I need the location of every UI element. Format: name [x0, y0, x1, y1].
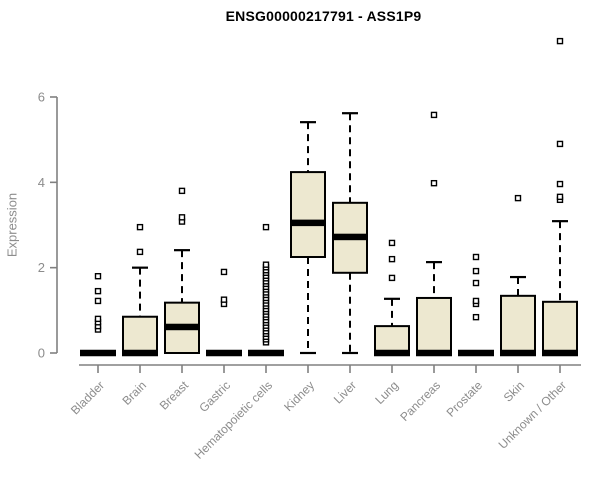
median-line	[500, 349, 536, 357]
boxplot-skin	[500, 194, 536, 357]
box	[500, 294, 536, 355]
x-tick-label: Hematopoietic cells	[192, 378, 275, 461]
outlier-point	[178, 187, 186, 195]
outlier-point	[94, 272, 102, 280]
box	[122, 315, 158, 355]
outlier-point	[262, 261, 270, 268]
outlier-point	[388, 239, 396, 247]
y-tick-label: 0	[38, 346, 45, 361]
boxplot-bladder	[80, 272, 116, 357]
outlier-point	[556, 37, 564, 45]
x-tick-label: Prostate	[444, 378, 486, 420]
boxplot-unknown-other	[542, 37, 578, 357]
chart-title: ENSG00000217791 - ASS1P9	[225, 8, 422, 24]
median-line	[164, 323, 200, 331]
outlier-point	[136, 248, 144, 256]
outlier-point	[388, 255, 396, 263]
outlier-point	[262, 223, 270, 231]
outlier-point	[94, 287, 102, 295]
outlier-point	[472, 253, 480, 261]
boxplot-brain	[122, 223, 158, 357]
boxplot-pancreas	[416, 111, 452, 357]
box	[542, 300, 578, 354]
median-line	[290, 219, 326, 227]
x-tick-label: Kidney	[281, 378, 317, 414]
x-tick-label: Liver	[331, 378, 359, 406]
median-line	[206, 349, 242, 357]
y-tick-label: 2	[38, 260, 45, 275]
boxplot-gastric	[206, 268, 242, 357]
outlier-point	[556, 193, 564, 201]
outlier-point	[178, 214, 186, 221]
median-line	[416, 349, 452, 357]
boxplot-liver	[332, 112, 368, 355]
outlier-point	[472, 267, 480, 275]
outlier-point	[220, 268, 228, 276]
boxplot-hematopoietic-cells	[248, 223, 284, 357]
x-tick-label: Breast	[157, 378, 192, 413]
boxplot-kidney	[290, 121, 326, 355]
boxplot-lung	[374, 239, 410, 357]
x-tick-label: Lung	[372, 378, 401, 407]
boxplot-prostate	[458, 253, 494, 357]
outlier-point	[136, 223, 144, 231]
y-tick-label: 4	[38, 175, 45, 190]
outlier-point	[94, 315, 102, 323]
x-tick-label: Skin	[501, 378, 527, 404]
box	[416, 296, 452, 354]
outlier-point	[94, 297, 102, 305]
outlier-point	[472, 313, 480, 321]
y-tick-label: 6	[38, 89, 45, 104]
outlier-point	[472, 297, 480, 305]
outlier-point	[388, 274, 396, 282]
outlier-point	[514, 194, 522, 202]
median-line	[332, 233, 368, 241]
box	[374, 325, 410, 354]
median-line	[374, 349, 410, 357]
median-line	[542, 349, 578, 357]
outlier-point	[430, 179, 438, 187]
median-line	[80, 349, 116, 357]
x-tick-label: Pancreas	[397, 378, 443, 424]
x-tick-label: Brain	[119, 378, 149, 408]
outlier-point	[430, 111, 438, 119]
median-line	[248, 349, 284, 357]
box	[290, 171, 326, 258]
x-tick-label: Gastric	[196, 378, 233, 415]
boxplot-breast	[164, 187, 200, 355]
outlier-point	[556, 180, 564, 188]
median-line	[122, 349, 158, 357]
median-line	[458, 349, 494, 357]
outlier-point	[472, 279, 480, 287]
outlier-point	[220, 296, 228, 303]
x-tick-label: Bladder	[68, 378, 107, 417]
outlier-point	[556, 140, 564, 148]
